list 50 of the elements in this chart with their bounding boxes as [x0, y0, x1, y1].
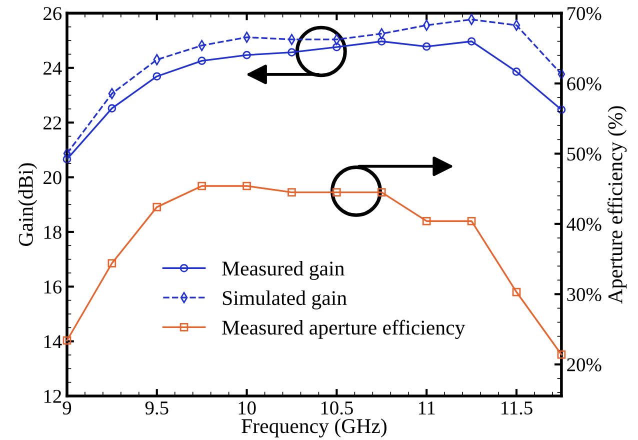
- point: [512, 288, 521, 296]
- y-tick-label: 18: [44, 226, 62, 239]
- point: [152, 202, 162, 212]
- x-tick-label: 11: [418, 402, 435, 414]
- legend-label: Measured aperture efficiency: [222, 320, 466, 339]
- y-tick-label: 24: [44, 62, 62, 75]
- point: [377, 188, 386, 196]
- y-tick-label: 16: [44, 280, 62, 294]
- point: [198, 56, 206, 65]
- x-tick-label: 9.5: [145, 401, 168, 415]
- point: [377, 37, 386, 46]
- point: [62, 155, 72, 164]
- point: [467, 37, 476, 46]
- y2-axis-title: Aperture efficiency (%): [608, 106, 627, 304]
- point: [288, 188, 296, 196]
- point: [332, 42, 341, 52]
- y2-tick-label: 60%: [567, 77, 602, 90]
- point: [152, 72, 162, 81]
- point: [242, 50, 251, 60]
- point: [198, 182, 206, 190]
- y-tick-label: 14: [44, 335, 62, 348]
- point: [62, 336, 72, 345]
- y2-tick-label: 30%: [567, 288, 602, 302]
- y-tick-label: 26: [44, 7, 62, 20]
- point: [422, 216, 431, 226]
- point: [422, 42, 431, 51]
- y-axis-title: Gain(dBi): [18, 163, 38, 246]
- point: [108, 104, 116, 113]
- point: [557, 350, 566, 359]
- point: [332, 188, 341, 196]
- point: [288, 48, 296, 56]
- point: [108, 259, 116, 268]
- y2-tick-label: 40%: [566, 218, 602, 231]
- y2-tick-label: 20%: [567, 358, 602, 372]
- x-axis-title: Frequency (GHz): [242, 418, 386, 438]
- point: [557, 106, 566, 114]
- x-tick-label: 11.5: [502, 402, 532, 415]
- y-tick-label: 22: [44, 116, 62, 130]
- point: [242, 182, 251, 190]
- y2-tick-label: 50%: [567, 147, 602, 161]
- x-tick-label: 10.5: [321, 401, 353, 415]
- x-tick-label: 10: [238, 401, 256, 415]
- legend-label: Measured gain: [222, 260, 344, 280]
- legend-label: Simulated gain: [222, 290, 347, 310]
- point: [512, 68, 521, 76]
- point: [467, 216, 476, 226]
- y2-tick-label: 70%: [568, 7, 602, 20]
- y-tick-label: 12: [44, 390, 62, 403]
- y-tick-label: 20: [44, 171, 62, 184]
- x-tick-label: 9: [62, 401, 72, 415]
